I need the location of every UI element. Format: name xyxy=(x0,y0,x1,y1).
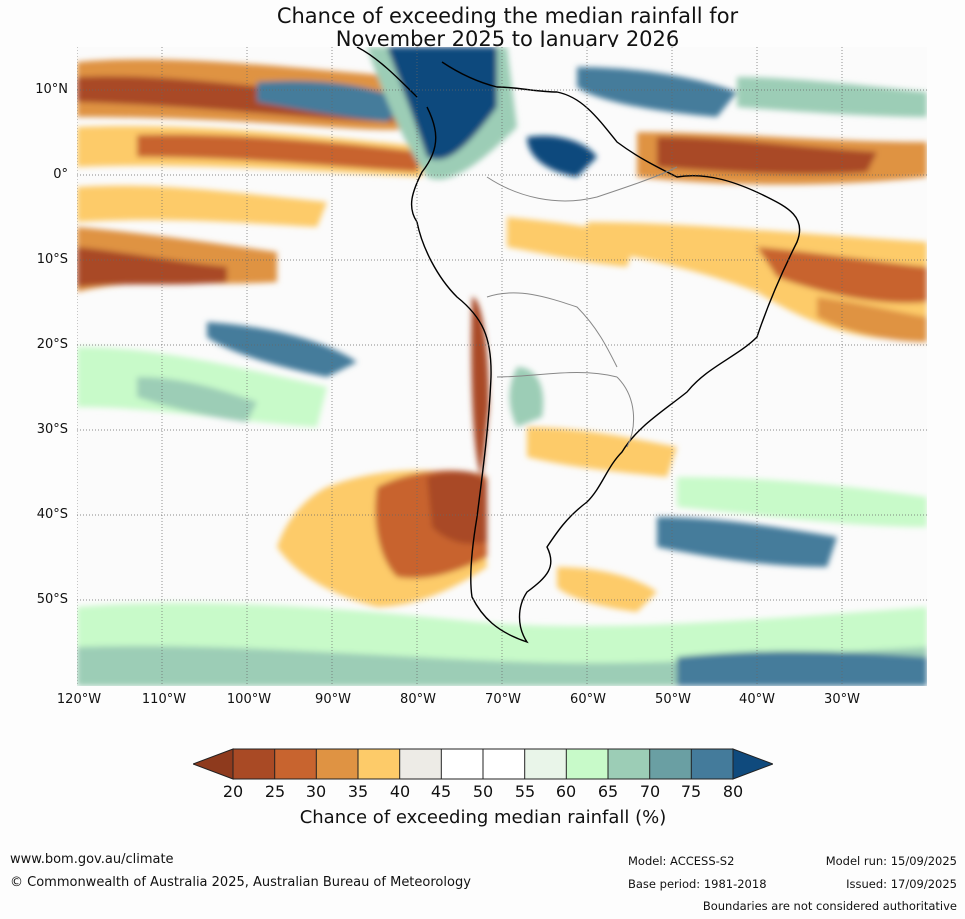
map-title-line2: November 2025 to January 2026 xyxy=(335,27,680,51)
colorbar-tick-35: 35 xyxy=(347,782,369,801)
colorbar-bin-20-25 xyxy=(233,749,275,779)
colorbar-tick-25: 25 xyxy=(264,782,286,801)
colorbar-tick-60: 60 xyxy=(555,782,577,801)
colorbar-tick-20: 20 xyxy=(222,782,244,801)
lon-label-100w: 100°W xyxy=(226,692,272,707)
lat-label-10n: 10°N xyxy=(35,82,68,97)
colorbar-under-arrow xyxy=(193,748,234,780)
lat-label-20s: 20°S xyxy=(36,337,68,352)
lon-label-30w: 30°W xyxy=(824,692,860,707)
lon-label-120w: 120°W xyxy=(56,692,102,707)
lon-label-70w: 70°W xyxy=(485,692,521,707)
colorbar-bin-55-60 xyxy=(524,749,567,779)
colorbar-bin-40-45 xyxy=(399,749,442,779)
colorbar-bin-25-30 xyxy=(274,749,317,779)
colorbar-bin-50-55 xyxy=(483,749,525,779)
colorbar-bin-70-75 xyxy=(649,749,692,779)
colorbar-label: Chance of exceeding median rainfall (%) xyxy=(299,807,667,828)
lon-label-60w: 60°W xyxy=(570,692,606,707)
rainfall-probability-map xyxy=(77,47,927,686)
lon-label-110w: 110°W xyxy=(141,692,187,707)
lon-label-90w: 90°W xyxy=(315,692,351,707)
colorbar-bin-35-40 xyxy=(358,749,400,779)
lat-label-50s: 50°S xyxy=(36,592,68,607)
lon-label-50w: 50°W xyxy=(655,692,691,707)
coastline xyxy=(356,47,801,644)
boundaries-disclaimer: Boundaries are not considered authoritat… xyxy=(702,899,957,913)
colorbar xyxy=(193,748,773,780)
lat-label-30s: 30°S xyxy=(36,422,68,437)
lon-label-40w: 40°W xyxy=(739,692,775,707)
lat-label-40s: 40°S xyxy=(36,507,68,522)
country-boundaries xyxy=(486,166,678,448)
colorbar-tick-80: 80 xyxy=(722,782,744,801)
colorbar-bin-30-35 xyxy=(316,749,358,779)
colorbar-over-arrow xyxy=(732,748,773,780)
base-period: Base period: 1981-2018 xyxy=(628,877,767,891)
colorbar-tick-50: 50 xyxy=(472,782,494,801)
model-run-date: Model run: 15/09/2025 xyxy=(825,854,957,868)
colorbar-bin-65-70 xyxy=(608,749,650,779)
graticule xyxy=(77,47,927,686)
lat-label-10s: 10°S xyxy=(36,252,68,267)
map-title-line1: Chance of exceeding the median rainfall … xyxy=(276,4,739,28)
colorbar-tick-75: 75 xyxy=(680,782,702,801)
model-name: Model: ACCESS-S2 xyxy=(628,854,735,868)
colorbar-tick-65: 65 xyxy=(597,782,619,801)
issued-date: Issued: 17/09/2025 xyxy=(846,877,957,891)
lat-label-0: 0° xyxy=(53,167,68,182)
colorbar-tick-45: 45 xyxy=(430,782,452,801)
colorbar-bin-75-80 xyxy=(691,749,733,779)
colorbar-bin-60-65 xyxy=(566,749,608,779)
colorbar-tick-70: 70 xyxy=(639,782,661,801)
website-link[interactable]: www.bom.gov.au/climate xyxy=(10,852,174,867)
colorbar-tick-55: 55 xyxy=(514,782,536,801)
lon-label-80w: 80°W xyxy=(400,692,436,707)
colorbar-bin-45-50 xyxy=(441,749,483,779)
colorbar-tick-40: 40 xyxy=(389,782,411,801)
colorbar-tick-30: 30 xyxy=(305,782,327,801)
copyright-text: © Commonwealth of Australia 2025, Austra… xyxy=(10,875,471,890)
